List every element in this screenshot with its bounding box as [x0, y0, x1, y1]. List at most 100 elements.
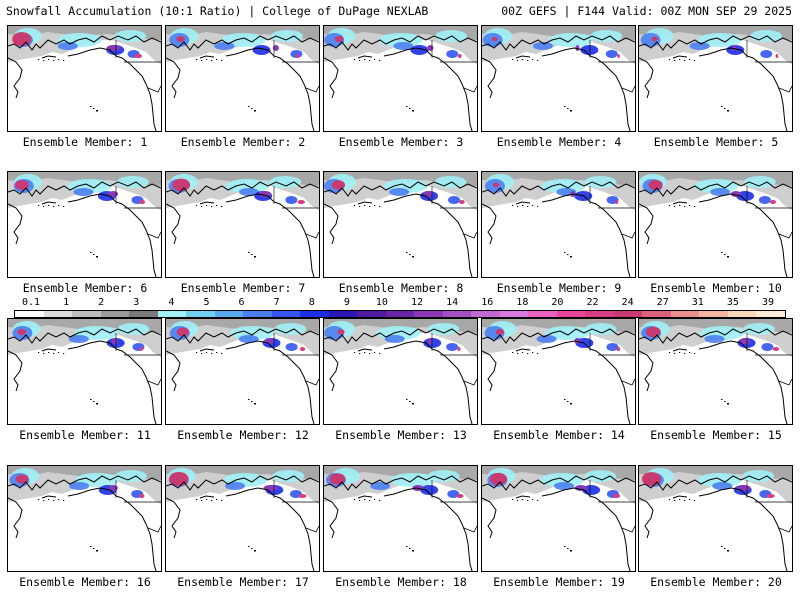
snow-area [252, 45, 271, 55]
member-map-13 [323, 318, 478, 425]
member-label: Ensemble Member: 16 [19, 575, 151, 589]
snow-area [743, 176, 776, 188]
colorbar-tick-label: 24 [621, 297, 634, 308]
coastline [8, 181, 161, 197]
colorbar-swatch [72, 311, 101, 317]
snowfall-colorbar [14, 310, 786, 318]
snow-area [427, 323, 460, 335]
colorbar-tick-label: 16 [481, 297, 494, 308]
coastline [482, 328, 635, 344]
member-map-19 [481, 465, 636, 572]
coastline [166, 475, 319, 491]
snow-area [116, 176, 149, 188]
member-map-1 [7, 25, 162, 132]
heavy-snow-area [15, 180, 29, 190]
snow-area [761, 343, 774, 351]
snow-area [224, 482, 245, 490]
member-label: Ensemble Member: 2 [180, 135, 306, 149]
hawaii-islands [564, 546, 572, 552]
coastline [639, 328, 792, 344]
snow-area [590, 30, 623, 42]
colorbar-tick-label: 2 [98, 297, 105, 308]
snow-area [68, 335, 89, 343]
coastline [324, 35, 477, 51]
colorbar-swatch [15, 311, 44, 317]
member-map-12 [165, 318, 320, 425]
snow-area [580, 45, 599, 55]
member-label: Ensemble Member: 1 [22, 135, 148, 149]
colorbar-tick-label: 10 [375, 297, 388, 308]
colorbar-swatch [670, 311, 700, 317]
snow-area [69, 482, 90, 490]
colorbar-tick-label: 3 [133, 297, 140, 308]
snow-area [238, 188, 259, 196]
snow-area [447, 490, 460, 498]
colorbar-swatch [414, 311, 443, 317]
colorbar-swatch [499, 311, 529, 317]
member-label: Ensemble Member: 13 [335, 428, 467, 442]
heavy-snow-area [495, 328, 505, 336]
snow-area [743, 323, 776, 335]
colorbar-swatch [186, 311, 215, 317]
snow-area [536, 335, 557, 343]
member-label: Ensemble Member: 3 [338, 135, 464, 149]
coastline [482, 35, 635, 51]
hawaii-islands [564, 399, 572, 405]
heavy-snow-area [492, 182, 500, 188]
colorbar-tick-label: 5 [203, 297, 210, 308]
snow-area [114, 30, 147, 42]
heavy-snow-area [491, 36, 498, 42]
heavy-snow-area [17, 328, 27, 336]
colorbar-swatch [214, 311, 244, 317]
heavy-snow-area [176, 327, 190, 337]
hawaii-islands [90, 252, 98, 258]
snow-area [532, 42, 553, 50]
heavy-snow-area [12, 32, 32, 46]
hawaii-islands [721, 546, 729, 552]
colorbar-swatch [756, 311, 785, 317]
colorbar-swatch [129, 311, 158, 317]
colorbar-tick-label: 14 [446, 297, 459, 308]
heavy-snow-area [651, 36, 658, 42]
colorbar-swatch [328, 311, 358, 317]
hawaii-islands [406, 252, 414, 258]
heavy-snow-area [489, 472, 508, 486]
member-label: Ensemble Member: 20 [650, 575, 782, 589]
colorbar-tick-label: 9 [343, 297, 350, 308]
member-label: Ensemble Member: 4 [496, 135, 622, 149]
colorbar-swatch [585, 311, 614, 317]
snow-area [584, 323, 617, 335]
member-map-18 [323, 465, 478, 572]
snow-area [584, 470, 617, 482]
member-label: Ensemble Member: 10 [650, 281, 782, 295]
member-map-8 [323, 171, 478, 278]
hawaii-islands [248, 546, 256, 552]
colorbar-labels: 0.1 1 2 3 4 5 6 7 8 9 10 12 14 16 18 20 22 24 27 31 35 39 [0, 297, 800, 309]
colorbar-tick-label: 20 [551, 297, 564, 308]
heavy-snow-area [645, 326, 661, 338]
member-label: Ensemble Member: 6 [22, 281, 148, 295]
member-label: Ensemble Member: 9 [496, 281, 622, 295]
colorbar-tick-label: 39 [761, 297, 775, 308]
member-map-20 [638, 465, 793, 572]
member-label: Ensemble Member: 12 [177, 428, 309, 442]
member-map-9 [481, 171, 636, 278]
member-label: Ensemble Member: 7 [180, 281, 306, 295]
hawaii-islands [90, 546, 98, 552]
heavy-snow-area [648, 179, 663, 191]
member-label: Ensemble Member: 15 [650, 428, 782, 442]
heavy-snow-area [176, 35, 185, 43]
heavy-snow-area [172, 178, 191, 192]
snow-area [446, 343, 459, 351]
snow-area [324, 326, 345, 340]
coastline [482, 475, 635, 491]
member-map-15 [638, 318, 793, 425]
hawaii-islands [564, 252, 572, 258]
member-map-2 [165, 25, 320, 132]
snow-area [427, 470, 460, 482]
map-title: Snowfall Accumulation (10:1 Ratio) | Col… [6, 4, 429, 18]
member-map-17 [165, 465, 320, 572]
coastline [639, 35, 792, 51]
snow-area [712, 482, 733, 490]
snow-area [410, 45, 429, 55]
